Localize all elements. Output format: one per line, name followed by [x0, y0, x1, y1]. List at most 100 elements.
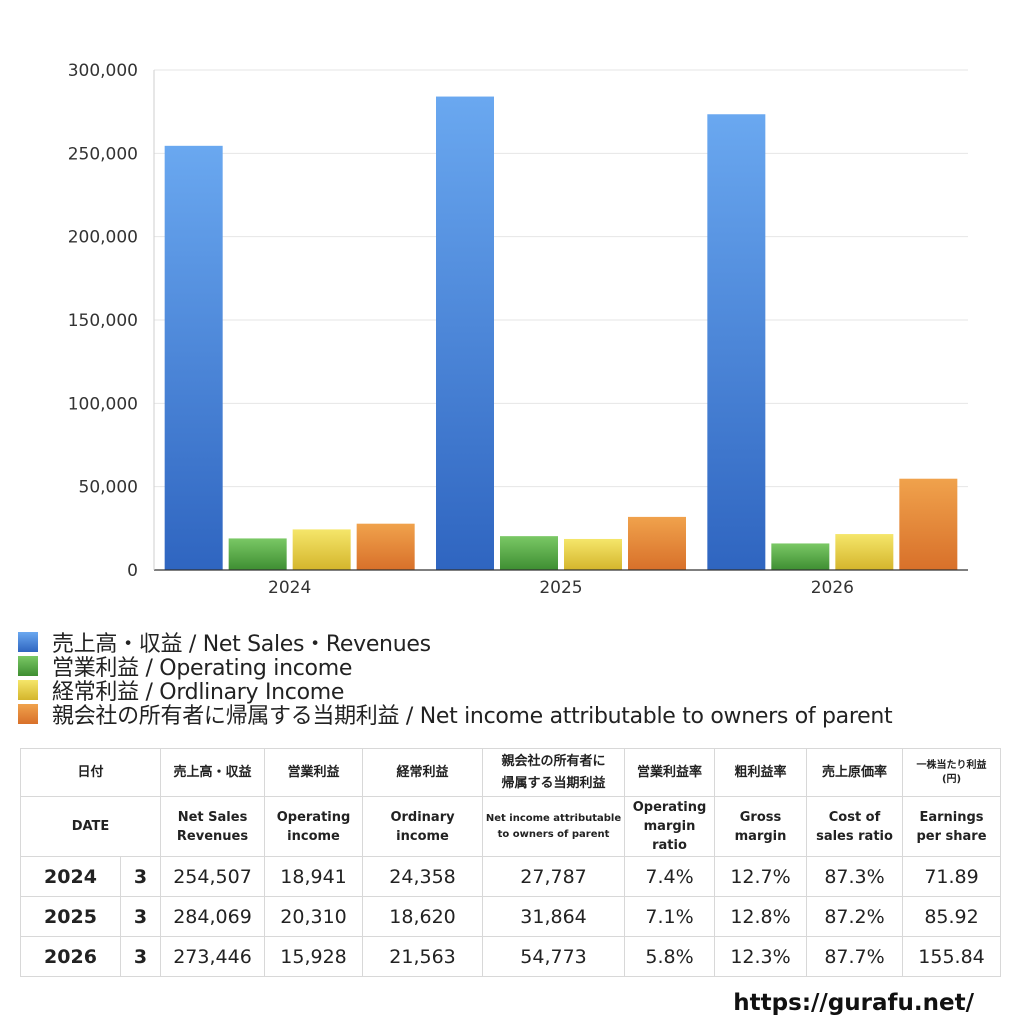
- cell-year: 2024: [20, 856, 121, 897]
- legend-label: 経常利益 / Ordlinary Income: [52, 680, 345, 705]
- bar-net-sales-2024: [164, 145, 223, 571]
- cell-ord: 18,620: [362, 896, 484, 937]
- legend-item-net-sales: 売上高・収益 / Net Sales・Revenues: [18, 630, 1018, 657]
- header-net-en: Net income attributable to owners of par…: [482, 796, 626, 857]
- cell-cost: 87.2%: [806, 896, 904, 937]
- y-tick-label: 100,000: [68, 394, 138, 414]
- legend-swatch-operating-income: [18, 656, 38, 676]
- cell-year: 2025: [20, 896, 121, 937]
- bar-net-income-2024: [356, 523, 415, 570]
- header-cost-jp: 売上原価率: [806, 748, 904, 797]
- y-tick-label: 200,000: [68, 228, 138, 248]
- legend-label: 親会社の所有者に帰属する当期利益 / Net income attributab…: [52, 704, 893, 729]
- header-net-jp-line: 親会社の所有者に: [501, 753, 606, 769]
- header-en-line: Ordinary: [390, 809, 455, 825]
- y-tick-label: 300,000: [68, 61, 138, 81]
- x-tick-label: 2026: [811, 578, 854, 598]
- cell-sales: 273,446: [160, 936, 266, 977]
- header-en-line: ratio: [652, 838, 687, 853]
- cell-net: 54,773: [482, 936, 626, 977]
- cell-op: 15,928: [264, 936, 364, 977]
- header-en-line: income: [287, 828, 340, 844]
- header-gm-jp: 粗利益率: [714, 748, 808, 797]
- bar-chart: 0 50,000 100,000 150,000 200,000 250,000 300,0…: [68, 61, 968, 598]
- header-eps-jp-line: 一株当たり利益: [916, 759, 987, 771]
- header-eps-en: Earnings per share: [902, 796, 1002, 857]
- legend-swatch-ordinary-income: [18, 680, 38, 700]
- bar-ordinary-income-2024: [292, 529, 351, 570]
- cell-month: 3: [119, 896, 162, 937]
- table-row: 2024 3 254,507 18,941 24,358 27,787 7.4%…: [20, 856, 1002, 897]
- cell-ord: 21,563: [362, 936, 484, 977]
- header-en-line: Operating: [632, 800, 707, 815]
- bar-operating-income-2026: [771, 543, 830, 570]
- site-url[interactable]: https://gurafu.net/: [733, 990, 974, 1016]
- bar-operating-income-2025: [500, 536, 558, 570]
- y-tick-label: 50,000: [79, 478, 138, 498]
- header-en-line: Cost of: [828, 809, 881, 825]
- header-op-en: Operating income: [264, 796, 364, 857]
- bar-net-sales-2025: [436, 96, 494, 570]
- y-tick-label: 250,000: [68, 144, 138, 164]
- cell-gm: 12.3%: [714, 936, 808, 977]
- cell-cost: 87.7%: [806, 936, 904, 977]
- header-opm-jp: 営業利益率: [624, 748, 716, 797]
- table-row: 2026 3 273,446 15,928 21,563 54,773 5.8%…: [20, 936, 1002, 977]
- header-sales-en: Net Sales Revenues: [160, 796, 266, 857]
- header-date-jp: 日付: [19, 748, 162, 797]
- cell-month: 3: [119, 936, 162, 977]
- header-en-line: Gross: [739, 809, 782, 825]
- cell-op: 18,941: [264, 856, 364, 897]
- y-tick-label: 150,000: [68, 311, 138, 331]
- cell-month: 3: [119, 856, 162, 897]
- legend-item-net-income: 親会社の所有者に帰属する当期利益 / Net income attributab…: [18, 702, 1018, 729]
- x-tick-label: 2024: [268, 578, 311, 598]
- header-date-en: DATE: [19, 796, 162, 857]
- bar-ordinary-income-2025: [564, 538, 622, 570]
- cell-gm: 12.7%: [714, 856, 808, 897]
- y-tick-label: 0: [127, 561, 138, 581]
- header-en-line: Net Sales: [177, 809, 248, 825]
- cell-net: 27,787: [482, 856, 626, 897]
- header-en-line: sales ratio: [816, 828, 893, 844]
- legend-label: 売上高・収益 / Net Sales・Revenues: [52, 632, 431, 657]
- header-en-line: Net income attributable: [485, 812, 622, 824]
- x-tick-label: 2025: [539, 578, 582, 598]
- bar-net-sales-2026: [707, 114, 766, 571]
- cell-cost: 87.3%: [806, 856, 904, 897]
- chart-legend: 売上高・収益 / Net Sales・Revenues 営業利益 / Opera…: [18, 630, 1018, 729]
- header-op-jp: 営業利益: [264, 748, 364, 797]
- cell-op: 20,310: [264, 896, 364, 937]
- cell-eps: 155.84: [902, 936, 1002, 977]
- header-cost-en: Cost of sales ratio: [806, 796, 904, 857]
- header-en-line: per share: [916, 828, 987, 844]
- cell-opm: 5.8%: [624, 936, 716, 977]
- cell-eps: 85.92: [902, 896, 1002, 937]
- bar-operating-income-2024: [228, 538, 287, 570]
- bar-ordinary-income-2026: [835, 534, 894, 570]
- header-en-line: margin: [734, 828, 787, 844]
- cell-ord: 24,358: [362, 856, 484, 897]
- bar-net-income-2026: [899, 478, 958, 570]
- header-ord-jp: 経常利益: [362, 748, 484, 797]
- header-ord-en: Ordinary income: [362, 796, 484, 857]
- header-sales-jp: 売上高・収益: [160, 748, 266, 797]
- header-opm-en: Operating margin ratio: [624, 796, 716, 857]
- financial-table: 日付 売上高・収益 営業利益 経常利益 親会社の所有者に 帰属する当期利益 営業…: [19, 748, 1002, 977]
- header-gm-en: Gross margin: [714, 796, 808, 857]
- header-net-jp-line: 帰属する当期利益: [501, 775, 606, 791]
- header-eps-jp: 一株当たり利益 (円): [902, 748, 1002, 797]
- legend-swatch-net-income: [18, 704, 38, 724]
- cell-opm: 7.4%: [624, 856, 716, 897]
- header-en-line: Revenues: [176, 828, 249, 844]
- cell-opm: 7.1%: [624, 896, 716, 937]
- bar-net-income-2025: [628, 516, 686, 570]
- header-en-line: to owners of parent: [497, 828, 610, 840]
- cell-net: 31,864: [482, 896, 626, 937]
- cell-gm: 12.8%: [714, 896, 808, 937]
- header-en-line: income: [396, 828, 449, 844]
- cell-sales: 284,069: [160, 896, 266, 937]
- cell-eps: 71.89: [902, 856, 1002, 897]
- header-en-line: margin: [643, 819, 696, 834]
- table-header-en: DATE Net Sales Revenues Operating income…: [19, 796, 1002, 857]
